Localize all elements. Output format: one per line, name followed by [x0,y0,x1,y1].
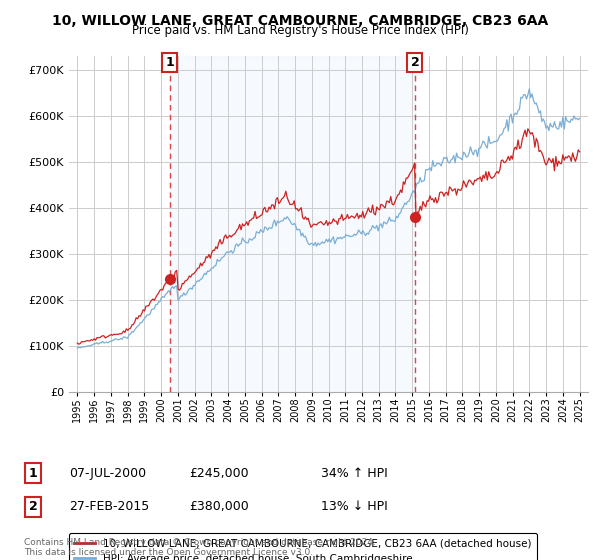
Text: 07-JUL-2000: 07-JUL-2000 [69,466,146,480]
Text: 27-FEB-2015: 27-FEB-2015 [69,500,149,514]
Text: Contains HM Land Registry data © Crown copyright and database right 2024.
This d: Contains HM Land Registry data © Crown c… [24,538,376,557]
Text: 10, WILLOW LANE, GREAT CAMBOURNE, CAMBRIDGE, CB23 6AA: 10, WILLOW LANE, GREAT CAMBOURNE, CAMBRI… [52,14,548,28]
Text: £380,000: £380,000 [189,500,249,514]
Bar [170,56,415,392]
Text: 13% ↓ HPI: 13% ↓ HPI [321,500,388,514]
Text: 1: 1 [29,466,37,480]
Legend: 10, WILLOW LANE, GREAT CAMBOURNE, CAMBRIDGE, CB23 6AA (detached house), HPI: Ave: 10, WILLOW LANE, GREAT CAMBOURNE, CAMBRI… [69,533,537,560]
Text: Price paid vs. HM Land Registry's House Price Index (HPI): Price paid vs. HM Land Registry's House … [131,24,469,37]
Text: 1: 1 [166,56,174,69]
Text: £245,000: £245,000 [189,466,248,480]
Text: 2: 2 [410,56,419,69]
Text: 2: 2 [29,500,37,514]
Text: 34% ↑ HPI: 34% ↑ HPI [321,466,388,480]
